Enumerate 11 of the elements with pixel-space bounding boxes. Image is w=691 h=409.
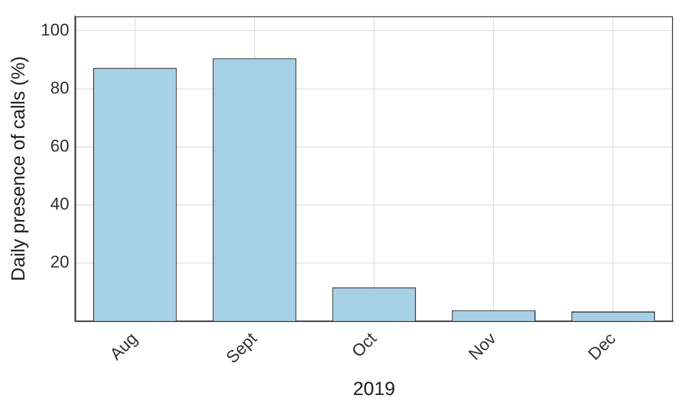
y-tick-label: 100 [40,20,70,40]
x-tick-label: Aug [106,328,142,364]
y-tick-label: 60 [50,136,70,156]
x-tick-label: Oct [348,328,380,362]
y-tick-label: 40 [50,194,70,214]
x-axis-title: 2019 [352,378,396,400]
x-tick-label: Dec [584,328,620,364]
y-tick-label: 20 [50,252,70,272]
y-tick-label: 80 [50,78,70,98]
x-tick-label: Nov [464,328,500,364]
y-axis-title: Daily presence of calls (%) [8,56,30,282]
